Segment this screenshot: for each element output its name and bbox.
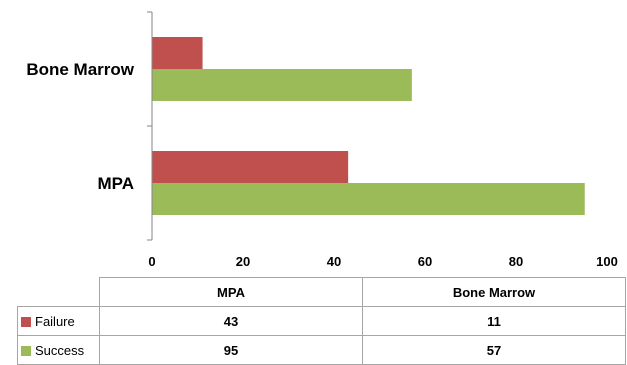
x-tick-label: 40 (327, 254, 341, 269)
table-row-failure: Failure 43 11 (17, 306, 626, 336)
legend-key-failure (21, 316, 31, 327)
table-header-row: MPA Bone Marrow (17, 277, 626, 307)
table-row-success: Success 95 57 (17, 335, 626, 365)
table-cell: 57 (362, 335, 626, 365)
table-cell: 11 (362, 306, 626, 336)
bar-failure-mpa (152, 151, 349, 183)
table-corner (17, 277, 100, 307)
category-label: Bone Marrow (26, 60, 134, 79)
legend-key-success (21, 345, 31, 356)
table-cell: 95 (99, 335, 363, 365)
category-labels: MPA Bone Marrow (26, 60, 134, 193)
legend-entry-failure: Failure (17, 306, 100, 336)
x-tick-label: 0 (148, 254, 155, 269)
table-col-header: Bone Marrow (362, 277, 626, 307)
legend-entry-success: Success (17, 335, 100, 365)
x-tick-label: 80 (509, 254, 523, 269)
bars-layer (152, 37, 585, 215)
bar-chart: MPA Bone Marrow 0 20 40 60 80 100 (26, 11, 618, 269)
data-table: MPA Bone Marrow Failure 43 11 Success 95… (17, 277, 626, 365)
x-tick-labels: 0 20 40 60 80 100 (148, 254, 617, 269)
x-tick-label: 100 (596, 254, 618, 269)
x-tick-label: 60 (418, 254, 432, 269)
bar-success-bone-marrow (152, 69, 412, 101)
category-label: MPA (97, 174, 134, 193)
x-tick-label: 20 (236, 254, 250, 269)
table-col-header: MPA (99, 277, 363, 307)
series-label: Success (35, 342, 85, 358)
series-label: Failure (35, 313, 75, 329)
bar-failure-bone-marrow (152, 37, 203, 69)
table-cell: 43 (99, 306, 363, 336)
y-axis-ticks (147, 11, 152, 241)
bar-success-mpa (152, 183, 585, 215)
